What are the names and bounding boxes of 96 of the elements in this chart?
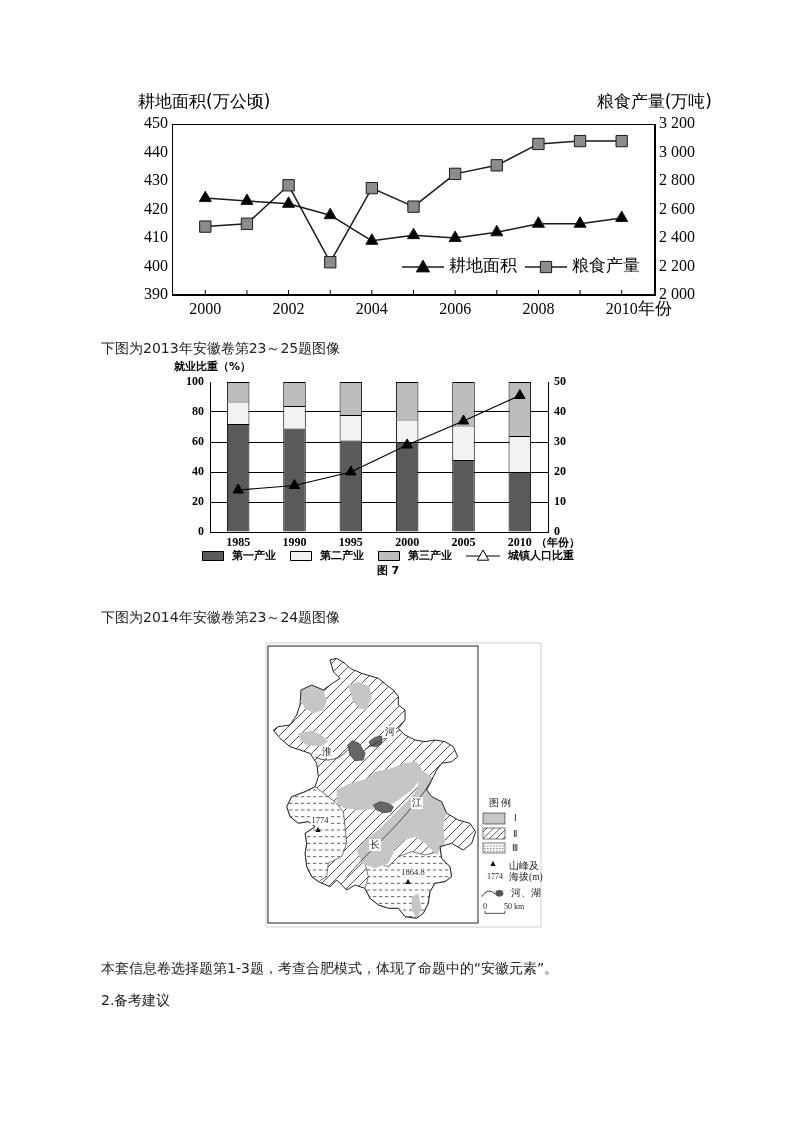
y-tick-label: 0 bbox=[198, 524, 204, 539]
legend-label: 城镇人口比重 bbox=[507, 548, 574, 562]
y2-tick-label: 10 bbox=[554, 494, 566, 509]
text: 淮 bbox=[321, 746, 333, 758]
x-axis-title: 年份 bbox=[637, 298, 672, 319]
text: Ⅰ bbox=[513, 812, 517, 824]
point bbox=[345, 465, 357, 476]
x-tick-label: 2004 bbox=[355, 299, 388, 317]
point bbox=[532, 137, 545, 151]
x-tick-label: 2002 bbox=[272, 299, 305, 317]
chart-title: 下图为2013年安徽卷第23～25题图像 bbox=[101, 339, 341, 357]
y-axis-title: 就业比重（%） bbox=[173, 359, 252, 373]
y-axis-title: 耕地面积(万公顷) bbox=[138, 91, 271, 112]
point bbox=[401, 438, 413, 449]
point bbox=[282, 196, 296, 208]
legend-label: 第二产业 bbox=[319, 548, 364, 562]
point bbox=[365, 181, 379, 195]
legend-label: 第三产业 bbox=[407, 548, 452, 562]
text: 1774 bbox=[310, 815, 330, 825]
point bbox=[448, 230, 462, 242]
y2-tick-label: 20 bbox=[554, 464, 566, 479]
point bbox=[323, 207, 337, 220]
y2-tick-label: 2 800 bbox=[659, 171, 695, 189]
y2-tick-label: 50 bbox=[554, 374, 566, 389]
y2-tick-label: 3 000 bbox=[659, 142, 695, 160]
text: 2.备考建议 bbox=[101, 991, 171, 1009]
x-tick-label: 2005 bbox=[451, 535, 476, 550]
point bbox=[407, 200, 420, 213]
y2-tick-label: 0 bbox=[554, 524, 560, 539]
point bbox=[615, 134, 628, 148]
text: 1774 bbox=[487, 872, 503, 882]
text: 图 例 bbox=[488, 797, 512, 809]
point bbox=[573, 134, 587, 148]
text: 长 bbox=[369, 839, 381, 851]
x-axis-title: （年份） bbox=[535, 536, 580, 550]
point bbox=[406, 227, 421, 240]
point bbox=[573, 216, 587, 228]
y-tick-label: 60 bbox=[192, 434, 204, 449]
text: 50 km bbox=[503, 902, 525, 912]
y-tick-label: 430 bbox=[144, 171, 168, 189]
text: 0 bbox=[483, 902, 487, 912]
point bbox=[457, 414, 470, 425]
legend-label: 第一产业 bbox=[231, 548, 276, 562]
text: 河、湖 bbox=[511, 887, 541, 899]
text: 1864.8 bbox=[400, 867, 426, 877]
point bbox=[199, 220, 212, 233]
y-tick-label: 20 bbox=[192, 494, 204, 509]
x-tick-label: 1985 bbox=[226, 535, 251, 550]
x-tick-label: 2008 bbox=[522, 299, 555, 317]
point bbox=[288, 479, 301, 489]
point bbox=[531, 216, 545, 228]
text: Ⅲ bbox=[512, 842, 518, 854]
text: 下图为2014年安徽卷第23～24题图像 bbox=[101, 608, 341, 626]
legend-label: 耕地面积 bbox=[449, 255, 517, 276]
x-tick-label: 1990 bbox=[282, 535, 307, 550]
x-tick-label: 2010 bbox=[507, 535, 532, 550]
x-tick-label: 2010 bbox=[605, 299, 638, 317]
point bbox=[448, 167, 462, 181]
y-tick-label: 400 bbox=[144, 256, 168, 274]
point bbox=[490, 159, 503, 172]
y2-tick-label: 40 bbox=[554, 404, 566, 419]
y-tick-label: 410 bbox=[144, 228, 168, 246]
text: Ⅱ bbox=[513, 828, 517, 840]
x-tick-label: 2000 bbox=[189, 299, 222, 317]
legend-label: 粮食产量 bbox=[572, 255, 640, 276]
x-tick-label: 2000 bbox=[395, 535, 420, 550]
point bbox=[615, 210, 629, 223]
point bbox=[198, 190, 212, 203]
x-tick-label: 2006 bbox=[439, 299, 472, 317]
point bbox=[324, 256, 337, 269]
text: 山峰及海拔(m) bbox=[509, 861, 544, 883]
x-tick-label: 1995 bbox=[338, 535, 363, 550]
y-tick-label: 450 bbox=[144, 114, 168, 132]
y-tick-label: 80 bbox=[192, 404, 204, 419]
point bbox=[365, 233, 379, 245]
point bbox=[282, 179, 295, 192]
y-tick-label: 440 bbox=[144, 142, 168, 160]
y-tick-label: 420 bbox=[144, 199, 168, 217]
y2-tick-label: 3 200 bbox=[659, 114, 695, 132]
y2-axis-title: 粮食产量(万吨) bbox=[596, 91, 712, 112]
y2-tick-label: 2 600 bbox=[659, 199, 695, 217]
y-tick-label: 40 bbox=[192, 464, 204, 479]
point bbox=[240, 193, 254, 205]
point bbox=[232, 483, 244, 494]
y2-tick-label: 30 bbox=[554, 434, 566, 449]
y2-tick-label: 2 200 bbox=[659, 256, 695, 274]
text: 河 bbox=[384, 726, 396, 738]
y2-tick-label: 2 400 bbox=[659, 228, 695, 246]
point bbox=[240, 217, 254, 230]
point bbox=[490, 224, 504, 237]
point bbox=[514, 389, 526, 399]
text: 江 bbox=[411, 797, 423, 809]
y-tick-label: 390 bbox=[144, 285, 168, 303]
y-tick-label: 100 bbox=[186, 374, 204, 389]
caption: 图 7 bbox=[376, 563, 400, 577]
text: 本套信息卷选择题第1-3题，考查合肥模式，体现了命题中的“安徽元素”。 bbox=[101, 959, 559, 977]
